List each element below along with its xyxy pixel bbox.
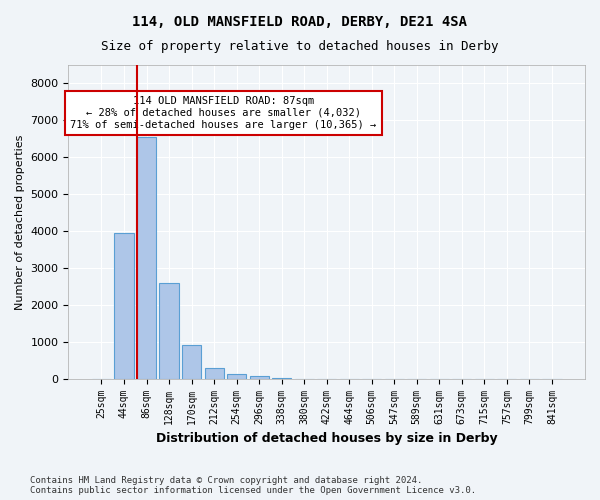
Bar (250, 376, 269, 378)
Bar (115, 233, 134, 378)
Text: 114, OLD MANSFIELD ROAD, DERBY, DE21 4SA: 114, OLD MANSFIELD ROAD, DERBY, DE21 4SA (133, 15, 467, 29)
Bar (227, 374, 246, 378)
Text: Size of property relative to detached houses in Derby: Size of property relative to detached ho… (101, 40, 499, 53)
Bar (160, 282, 179, 378)
Bar (205, 368, 224, 378)
Bar (137, 137, 156, 378)
Text: Contains HM Land Registry data © Crown copyright and database right 2024.
Contai: Contains HM Land Registry data © Crown c… (30, 476, 476, 495)
Y-axis label: Number of detached properties: Number of detached properties (15, 134, 25, 310)
Text: 114 OLD MANSFIELD ROAD: 87sqm
← 28% of detached houses are smaller (4,032)
71% o: 114 OLD MANSFIELD ROAD: 87sqm ← 28% of d… (70, 96, 377, 130)
Bar (182, 346, 201, 378)
X-axis label: Distribution of detached houses by size in Derby: Distribution of detached houses by size … (156, 432, 497, 445)
